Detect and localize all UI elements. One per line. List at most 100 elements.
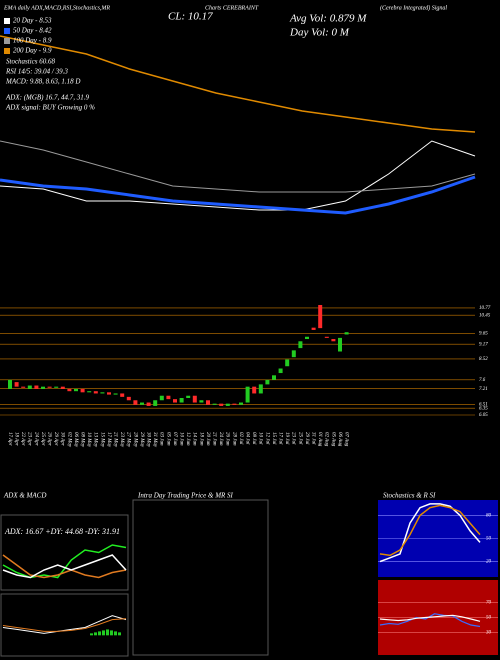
candle-body xyxy=(344,332,349,335)
x-tick-label: 26 Apr xyxy=(46,432,51,446)
indicator-line xyxy=(0,140,476,193)
x-tick-label: 06 May xyxy=(73,432,78,448)
histogram-bar xyxy=(118,632,121,636)
y-tick-label: 10.77 xyxy=(479,306,491,311)
candle-body xyxy=(107,392,111,395)
candle-body xyxy=(285,359,290,367)
candle-body xyxy=(27,385,32,389)
x-tick-label: 23 May xyxy=(119,432,124,448)
x-tick-label: 15 Jul xyxy=(271,432,276,445)
indicator-line xyxy=(2,554,127,579)
x-tick-label: 08 Jul xyxy=(251,432,256,445)
x-tick-label: 02 Aug xyxy=(324,432,329,447)
candle-body xyxy=(100,392,105,394)
x-tick-label: 30 May xyxy=(145,432,150,448)
day-volume: Day Vol: 0 M xyxy=(289,27,350,39)
candle-body xyxy=(173,399,177,403)
x-tick-label: 31 May xyxy=(152,432,157,448)
x-tick-label: 13 May xyxy=(93,432,98,448)
x-tick-label: 10 Jun xyxy=(178,432,183,446)
x-tick-label: 17 May xyxy=(106,432,111,448)
legend-swatch xyxy=(4,18,10,24)
x-tick-label: 18 Jun xyxy=(198,432,203,446)
x-tick-label: 24 Apr xyxy=(33,432,38,446)
histogram-bar xyxy=(98,631,101,636)
header-text: Charts CEREBRAINT xyxy=(205,5,259,11)
x-tick-label: 03 Jun xyxy=(159,432,164,446)
x-tick-label: 02 Jul xyxy=(238,432,243,445)
candle-body xyxy=(140,402,144,405)
x-tick-label: 21 Jun xyxy=(211,432,216,446)
candle-body xyxy=(338,337,342,352)
legend-label: 50 Day - 8.42 xyxy=(13,27,52,35)
candle-body xyxy=(133,400,138,405)
header-text: (Cerebra Integrated) Signal xyxy=(380,4,447,11)
x-tick-label: 29 Apr xyxy=(53,432,58,446)
x-tick-label: 21 May xyxy=(112,432,117,448)
candle-body xyxy=(225,403,230,406)
legend-swatch xyxy=(4,48,10,54)
x-tick-label: 31 Jul xyxy=(310,432,315,445)
legend-label: 100 Day - 8.9 xyxy=(13,37,52,45)
candle-body xyxy=(14,382,19,387)
indicator-line xyxy=(2,544,127,579)
y-tick-label: 6.51 xyxy=(479,403,488,408)
candle-body xyxy=(278,368,283,374)
indicator-line xyxy=(379,503,481,563)
y-tick-label: 80 xyxy=(486,514,492,519)
header-text: RSI 14/5: 39.04 / 39.3 xyxy=(5,68,68,76)
histogram-bar xyxy=(106,629,109,636)
candle-body xyxy=(252,386,257,394)
candle-body xyxy=(258,384,263,394)
candle-body xyxy=(318,304,323,329)
close-price: CL: 10.17 xyxy=(168,11,213,23)
candle-body xyxy=(219,403,224,406)
x-tick-label: 02 May xyxy=(66,432,71,448)
x-tick-label: 29 May xyxy=(139,432,144,448)
x-tick-label: 05 Aug xyxy=(330,432,335,447)
y-tick-label: 50 xyxy=(486,537,492,542)
x-tick-label: 29 Jul xyxy=(304,432,309,445)
x-tick-label: 23 Apr xyxy=(27,432,32,446)
candle-body xyxy=(212,403,217,405)
y-tick-label: 30 xyxy=(486,631,492,636)
candle-body xyxy=(331,339,336,342)
y-tick-label: 20 xyxy=(486,560,492,565)
candle-body xyxy=(80,388,85,393)
indicator-line xyxy=(379,504,481,557)
legend-label: 20 Day - 8.53 xyxy=(13,17,52,25)
header-text: ADX: (MGB) 16.7, 44.7, 31.9 xyxy=(5,94,90,102)
header-text: EMA daily ADX,MACD,RSI,Stochastics,MR xyxy=(3,5,110,11)
adx-annotation: ADX: 16.67 +DY: 44.68 -DY: 31.91 xyxy=(4,527,120,536)
x-tick-label: 27 May xyxy=(126,432,131,448)
candle-body xyxy=(153,400,158,406)
x-tick-label: 06 Aug xyxy=(337,432,342,447)
candle-body xyxy=(232,403,237,405)
macd-panel xyxy=(0,593,129,657)
x-tick-label: 28 May xyxy=(132,432,137,448)
x-tick-label: 10 May xyxy=(86,432,91,448)
panel-title: Intra Day Trading Price & MR SI xyxy=(137,492,234,500)
indicator-line xyxy=(379,614,481,622)
candle-body xyxy=(8,379,12,389)
candle-body xyxy=(54,386,59,388)
panel-title: ADX & MACD xyxy=(3,492,46,500)
candle-body xyxy=(74,388,78,392)
y-tick-label: 10.45 xyxy=(479,313,491,318)
x-tick-label: 01 Aug xyxy=(317,432,322,447)
candle-body xyxy=(21,386,26,388)
candle-body xyxy=(60,386,65,389)
x-tick-label: 17 Apr xyxy=(7,432,12,446)
indicator-line xyxy=(0,175,476,215)
histogram-bar xyxy=(114,631,117,636)
x-tick-label: 12 Jun xyxy=(185,432,190,446)
y-tick-label: 7.6 xyxy=(479,378,486,383)
candle-body xyxy=(186,395,191,398)
y-tick-label: 8.52 xyxy=(479,357,488,362)
header-text: MACD: 9.88, 8.63, 1.18 D xyxy=(5,78,80,86)
x-tick-label: 19 Jul xyxy=(284,432,289,445)
histogram-bar xyxy=(110,630,113,636)
x-tick-label: 22 Apr xyxy=(20,432,25,446)
